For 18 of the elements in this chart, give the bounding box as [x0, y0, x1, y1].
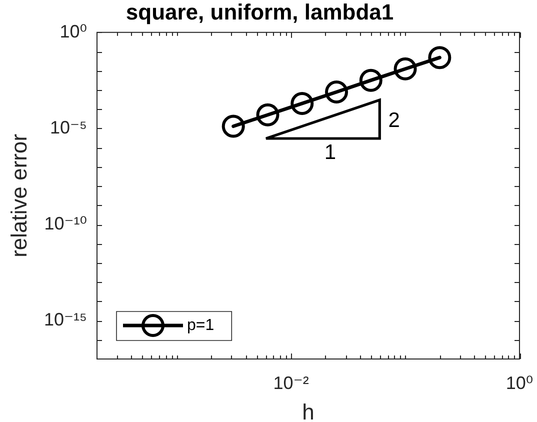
chart-title: square, uniform, lambda1 — [126, 0, 394, 24]
point — [359, 68, 382, 92]
point — [394, 57, 417, 80]
x-axis-title: h — [302, 399, 314, 422]
y-tick-label: 10⁻⁵ — [50, 117, 87, 138]
point — [428, 46, 452, 70]
point — [256, 103, 280, 126]
annotation: 1 — [324, 141, 336, 164]
legend-label: p=1 — [187, 316, 214, 334]
point — [290, 92, 314, 115]
x-tick-label: 10⁻² — [273, 372, 309, 393]
annotation: 2 — [388, 108, 400, 132]
point — [222, 114, 245, 138]
y-axis-title: relative error — [6, 134, 32, 258]
y-tick-label: 10⁻¹⁵ — [44, 310, 87, 330]
point — [325, 80, 348, 104]
y-tick-label: 10⁻¹⁰ — [44, 213, 87, 234]
y-tick-label: 10⁰ — [60, 21, 87, 42]
